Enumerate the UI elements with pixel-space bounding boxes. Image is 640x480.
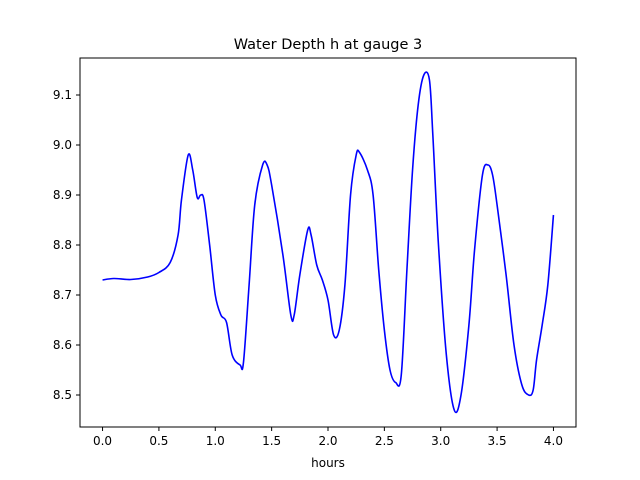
y-tick-label: 8.5 (53, 388, 72, 402)
y-tick-label: 8.7 (53, 288, 72, 302)
plot-area (102, 71, 555, 414)
x-tick-label: 3.5 (488, 434, 507, 448)
y-tick-label: 8.9 (53, 188, 72, 202)
y-tick-label: 8.8 (53, 238, 72, 252)
y-axis: 8.5 8.6 8.7 8.8 8.9 9.0 9.1 (53, 88, 80, 402)
series-line-0 (102, 71, 555, 414)
chart-title: Water Depth h at gauge 3 (234, 37, 422, 53)
x-tick-label: 2.0 (318, 434, 337, 448)
x-tick-label: 1.5 (262, 434, 281, 448)
x-tick-label: 4.0 (544, 434, 563, 448)
x-axis-label: hours (311, 456, 345, 470)
x-tick-label: 1.0 (206, 434, 225, 448)
x-tick-label: 0.0 (93, 434, 112, 448)
y-tick-label: 9.1 (53, 88, 72, 102)
y-tick-label: 9.0 (53, 138, 72, 152)
x-axis: 0.0 0.5 1.0 1.5 2.0 2.5 3.0 3.5 4.0 (93, 427, 563, 448)
y-tick-label: 8.6 (53, 338, 72, 352)
x-tick-label: 0.5 (149, 434, 168, 448)
x-tick-label: 2.5 (375, 434, 394, 448)
x-tick-label: 3.0 (431, 434, 450, 448)
